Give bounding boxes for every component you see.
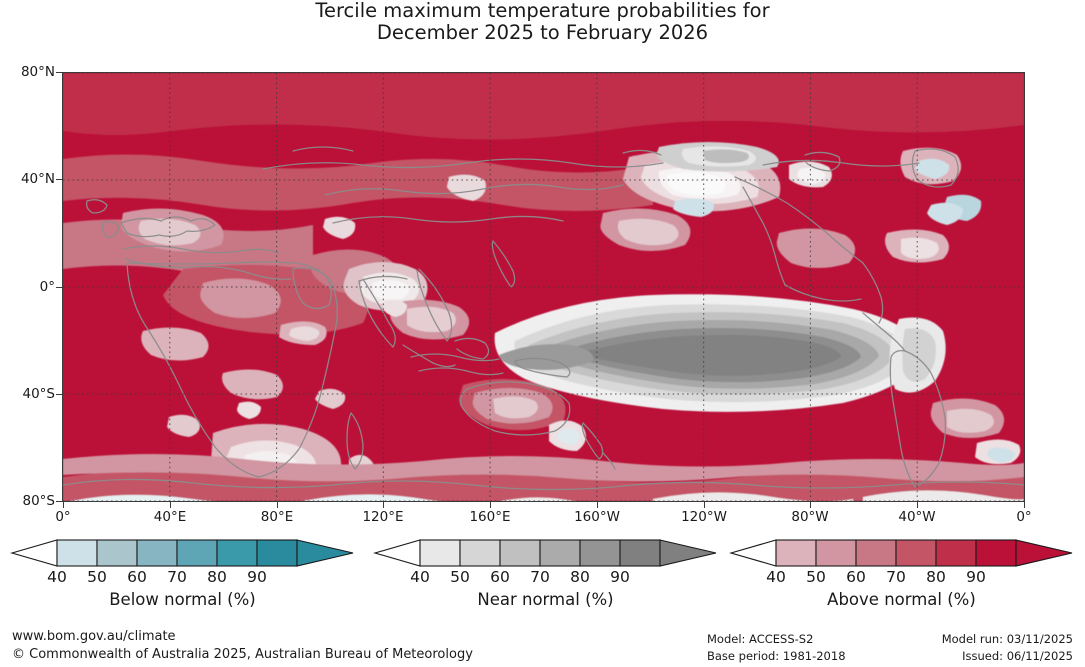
xtick-mark xyxy=(63,502,64,508)
colorbar-bin xyxy=(499,539,541,567)
footer-attribution: www.bom.gov.au/climate © Commonwealth of… xyxy=(12,628,473,663)
footer-base-period: Base period: 1981-2018 xyxy=(707,648,846,663)
colorbar-bin xyxy=(216,539,258,567)
colorbar-tick-60: 60 xyxy=(846,568,866,586)
xtick-mark xyxy=(170,502,171,508)
colorbar-tick-80: 80 xyxy=(207,568,227,586)
footer-model-info: Model: ACCESS-S2 Base period: 1981-2018 xyxy=(707,631,846,664)
colorbar-extend-low xyxy=(10,539,58,567)
ytick-mark xyxy=(56,394,62,395)
xtick-mark xyxy=(597,502,598,508)
xtick-mark xyxy=(917,502,918,508)
ytick-mark xyxy=(56,287,62,288)
colorbar-bin xyxy=(459,539,501,567)
xtick-mark xyxy=(277,502,278,508)
colorbar-tick-50: 50 xyxy=(806,568,826,586)
colorbar-bin xyxy=(855,539,897,567)
colorbar-extend-high xyxy=(659,539,717,567)
colorbar-tick-50: 50 xyxy=(87,568,107,586)
colorbar-bin xyxy=(256,539,298,567)
colorbar-extend-low xyxy=(373,539,421,567)
xtick-mark xyxy=(1024,502,1025,508)
ytick-mark xyxy=(56,72,62,73)
colorbar-below-normal-swatches xyxy=(10,539,354,567)
ytick-label-40s: 40°S xyxy=(22,386,56,402)
colorbar-tick-90: 90 xyxy=(610,568,630,586)
colorbar-bin xyxy=(815,539,857,567)
colorbar-caption-near-normal: Near normal (%) xyxy=(477,590,614,609)
colorbar-tick-60: 60 xyxy=(490,568,510,586)
colorbar-bin xyxy=(775,539,817,567)
colorbar-bin xyxy=(56,539,98,567)
colorbar-bin xyxy=(619,539,661,567)
colorbar-tick-40: 40 xyxy=(766,568,786,586)
colorbar-above-normal-swatches xyxy=(729,539,1073,567)
xtick-label-40e: 40°E xyxy=(153,509,187,525)
colorbar-caption-above-normal: Above normal (%) xyxy=(827,590,976,609)
colorbar-bin xyxy=(895,539,937,567)
colorbar-tick-90: 90 xyxy=(247,568,267,586)
xtick-mark xyxy=(810,502,811,508)
ytick-label-0: 0° xyxy=(39,279,55,295)
xtick-label-160w: 160°W xyxy=(574,509,620,525)
footer-website[interactable]: www.bom.gov.au/climate xyxy=(12,629,176,644)
ytick-label-40n: 40°N xyxy=(20,171,55,187)
ytick-label-80s: 80°S xyxy=(22,493,56,509)
ytick-label-80n: 80°N xyxy=(20,64,55,80)
colorbar-bin xyxy=(96,539,138,567)
colorbar-bin xyxy=(136,539,178,567)
map-plot-area[interactable] xyxy=(62,72,1025,502)
colorbar-bin xyxy=(579,539,621,567)
colorbar-bin xyxy=(935,539,977,567)
xtick-label-120w: 120°W xyxy=(681,509,727,525)
footer-run-info: Model run: 03/11/2025 Issued: 06/11/2025 xyxy=(942,631,1073,664)
xtick-label-160e: 160°E xyxy=(469,509,511,525)
page-title: Tercile maximum temperature probabilitie… xyxy=(315,0,770,44)
colorbar-tick-80: 80 xyxy=(570,568,590,586)
footer-issued: Issued: 06/11/2025 xyxy=(962,648,1073,663)
colorbar-bin xyxy=(975,539,1017,567)
colorbar-extend-high xyxy=(296,539,354,567)
colorbar-bin xyxy=(419,539,461,567)
colorbar-near-normal-swatches xyxy=(373,539,717,567)
colorbar-tick-70: 70 xyxy=(530,568,550,586)
xtick-label-0w: 0° xyxy=(1016,509,1032,525)
footer-model-run: Model run: 03/11/2025 xyxy=(941,632,1073,646)
xtick-label-40w: 40°W xyxy=(898,509,936,525)
colorbar-extend-high xyxy=(1015,539,1073,567)
colorbar-tick-70: 70 xyxy=(886,568,906,586)
tercile-probability-map xyxy=(63,73,1024,501)
colorbar-bin xyxy=(176,539,218,567)
footer-model: Model: ACCESS-S2 xyxy=(707,632,814,646)
xtick-mark xyxy=(704,502,705,508)
xtick-label-80w: 80°W xyxy=(791,509,829,525)
xtick-mark xyxy=(383,502,384,508)
colorbar-bin xyxy=(539,539,581,567)
colorbar-tick-90: 90 xyxy=(966,568,986,586)
colorbar-extend-low xyxy=(729,539,777,567)
colorbar-tick-70: 70 xyxy=(167,568,187,586)
ytick-mark xyxy=(56,179,62,180)
colorbar-tick-60: 60 xyxy=(127,568,147,586)
colorbar-caption-below-normal: Below normal (%) xyxy=(109,590,256,609)
xtick-label-80e: 80°E xyxy=(260,509,294,525)
colorbar-above-normal[interactable]: 40 50 60 70 80 90 Above normal (%) xyxy=(729,538,1074,618)
colorbar-tick-40: 40 xyxy=(47,568,67,586)
xtick-label-120e: 120°E xyxy=(362,509,404,525)
footer-copyright: © Commonwealth of Australia 2025, Austra… xyxy=(12,646,473,662)
colorbar-tick-50: 50 xyxy=(450,568,470,586)
xtick-mark xyxy=(490,502,491,508)
ytick-mark xyxy=(56,501,62,502)
colorbar-near-normal[interactable]: 40 50 60 70 80 90 Near normal (%) xyxy=(373,538,718,618)
colorbar-below-normal[interactable]: 40 50 60 70 80 90 Below normal (%) xyxy=(10,538,355,618)
colorbar-tick-40: 40 xyxy=(410,568,430,586)
colorbar-tick-80: 80 xyxy=(926,568,946,586)
xtick-label-0e: 0° xyxy=(55,509,71,525)
